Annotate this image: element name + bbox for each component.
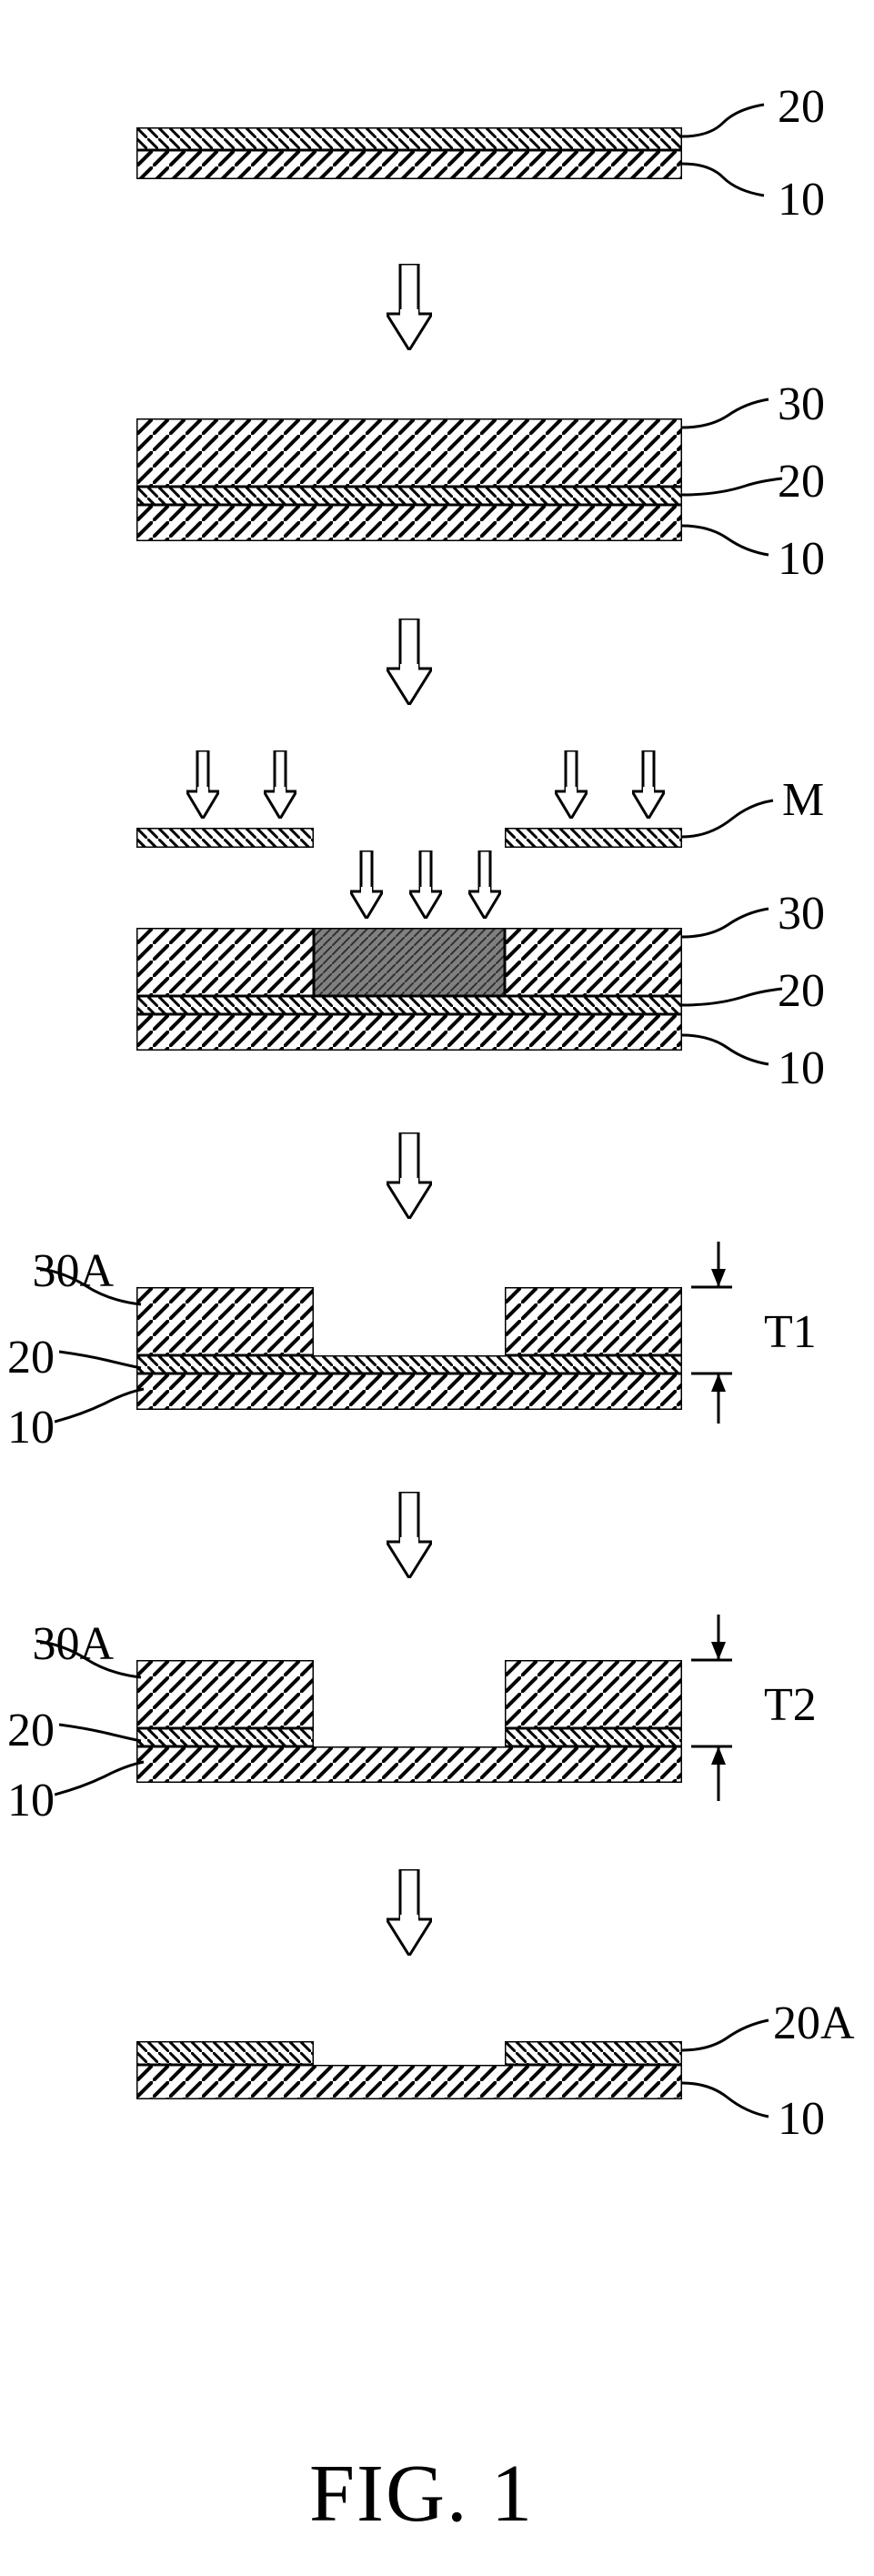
label-s2-10: 10 <box>778 532 825 586</box>
s1-layer10 <box>136 150 682 179</box>
s3-arrow-mid-2 <box>409 850 442 919</box>
s5-layer20-left <box>136 1728 314 1746</box>
s5-layer30A-left <box>136 1660 314 1728</box>
s3-layer30-left <box>136 928 314 996</box>
s4-lead-10 <box>55 1387 146 1424</box>
label-s3-20: 20 <box>778 964 825 1018</box>
label-s6-20A: 20A <box>773 1997 855 2050</box>
s6-layer20A-left <box>136 2041 314 2065</box>
label-s4-30A: 30A <box>5 1244 114 1298</box>
figure-container: 20 10 30 20 10 <box>0 0 874 2576</box>
s3-lead-30 <box>682 905 791 946</box>
s3-arrow-mid-1 <box>350 850 383 919</box>
label-s4-20: 20 <box>7 1331 55 1384</box>
label-s2-20: 20 <box>778 455 825 508</box>
s2-lead-10 <box>682 518 791 559</box>
s5-layer30A-right <box>505 1660 682 1728</box>
s4-layer30A-right <box>505 1287 682 1355</box>
s2-layer30 <box>136 418 682 487</box>
s3-layer20 <box>136 996 682 1014</box>
s1-lead-20 <box>682 100 791 146</box>
s5-lead-10 <box>55 1760 146 1796</box>
s1-layer20 <box>136 127 682 150</box>
s3-lead-M <box>682 799 791 849</box>
s4-layer20 <box>136 1355 682 1374</box>
figure-title: FIG. 1 <box>309 2447 534 2541</box>
s1-lead-10 <box>682 155 791 200</box>
s4-layer10 <box>136 1374 682 1410</box>
label-s5-20: 20 <box>7 1704 55 1757</box>
s2-lead-30 <box>682 396 791 437</box>
s5-layer20-right <box>505 1728 682 1746</box>
flow-arrow-1 <box>387 264 432 350</box>
s5-layer10 <box>136 1746 682 1783</box>
s2-layer20 <box>136 487 682 505</box>
flow-arrow-5 <box>387 1869 432 1956</box>
s3-lead-10 <box>682 1028 791 1069</box>
s3-mask-left <box>136 828 314 848</box>
s3-arrow-top-1 <box>186 750 219 819</box>
s5-lead-20 <box>59 1721 143 1744</box>
label-s4-T1: T1 <box>764 1305 817 1359</box>
s5-dim-T2 <box>691 1615 755 1801</box>
label-s5-10: 10 <box>7 1774 55 1827</box>
s3-arrow-top-4 <box>632 750 665 819</box>
flow-arrow-4 <box>387 1492 432 1578</box>
flow-arrow-2 <box>387 619 432 705</box>
s6-lead-10 <box>682 2076 791 2121</box>
flow-arrow-3 <box>387 1132 432 1219</box>
label-s4-10: 10 <box>7 1401 55 1454</box>
s6-layer20A-right <box>505 2041 682 2065</box>
s4-layer30A-left <box>136 1287 314 1355</box>
s3-layer30-mid <box>314 928 505 996</box>
s3-layer30-right <box>505 928 682 996</box>
label-s3-M: M <box>782 773 824 827</box>
s6-layer10 <box>136 2065 682 2099</box>
label-s1-10: 10 <box>778 173 825 226</box>
s3-layer10 <box>136 1014 682 1051</box>
label-s1-20: 20 <box>778 80 825 134</box>
s3-lead-20 <box>682 985 787 1012</box>
s4-lead-20 <box>59 1348 143 1371</box>
label-s2-30: 30 <box>778 377 825 431</box>
label-s3-30: 30 <box>778 887 825 941</box>
s3-arrow-mid-3 <box>468 850 501 919</box>
s3-arrow-top-3 <box>555 750 588 819</box>
s2-lead-20 <box>682 475 787 502</box>
s3-mask-right <box>505 828 682 848</box>
s4-dim-T1 <box>691 1242 755 1424</box>
label-s5-T2: T2 <box>764 1678 817 1732</box>
label-s3-10: 10 <box>778 1041 825 1095</box>
label-s5-30A: 30A <box>5 1617 114 1671</box>
s3-arrow-top-2 <box>264 750 296 819</box>
s2-layer10 <box>136 505 682 541</box>
label-s6-10: 10 <box>778 2092 825 2146</box>
